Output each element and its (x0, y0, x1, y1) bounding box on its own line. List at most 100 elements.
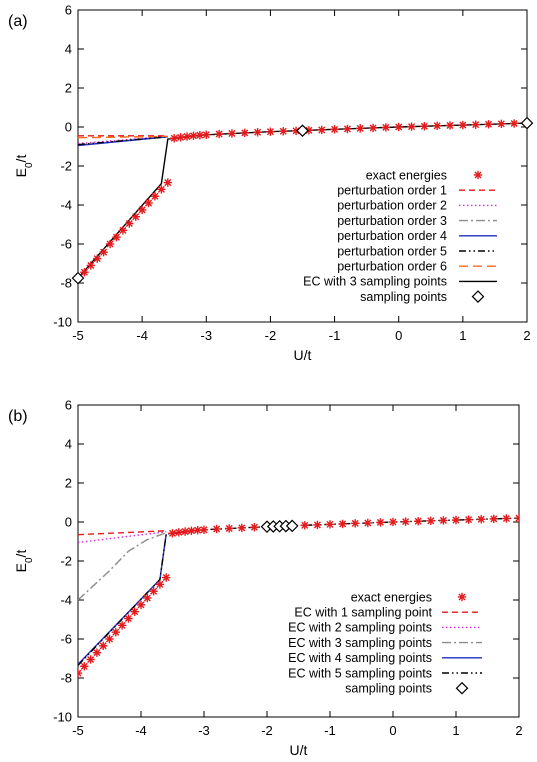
star-stroke (465, 516, 473, 524)
star-stroke (472, 121, 480, 129)
series-line-perturbation-order-2 (78, 135, 168, 145)
data-point-star (105, 634, 114, 644)
star-stroke (389, 518, 397, 526)
star-stroke (446, 121, 454, 129)
star-stroke (164, 179, 172, 187)
legend-label: sampling points (345, 682, 432, 696)
data-point-star (170, 134, 179, 143)
legend-label: perturbation order 2 (337, 199, 447, 213)
data-point-star (112, 232, 121, 242)
star-stroke (382, 123, 390, 131)
star-stroke (238, 524, 246, 532)
data-point-star (93, 254, 102, 263)
star-stroke (477, 515, 485, 523)
data-point-star (363, 518, 372, 528)
star-stroke (106, 240, 114, 248)
star-stroke (202, 131, 210, 139)
x-tick-label: -2 (265, 328, 277, 343)
y-tick-label: -6 (60, 237, 72, 252)
star-stroke (150, 587, 158, 595)
data-point-star (368, 123, 378, 133)
y-tick-label: 2 (65, 81, 72, 96)
x-axis-label: U/t (290, 742, 308, 758)
y-tick-label: -10 (53, 315, 72, 330)
star-stroke (313, 521, 321, 529)
data-point-star (477, 515, 486, 524)
star-stroke (125, 220, 133, 228)
series-line-ec-with-4-sampling-points (78, 533, 167, 665)
star-stroke (187, 527, 195, 535)
data-point-star (439, 516, 448, 525)
x-tick-label: 1 (459, 328, 466, 343)
data-point-star (118, 226, 128, 235)
data-point-star (180, 527, 190, 536)
data-point-star (502, 514, 511, 523)
panel-label: (b) (8, 408, 28, 425)
data-point-star (214, 129, 224, 139)
star-stroke (105, 635, 114, 643)
star-stroke (331, 125, 339, 133)
y-tick-label: 0 (65, 120, 72, 135)
data-point-star (300, 521, 309, 530)
data-point-star (407, 122, 416, 131)
star-stroke (183, 133, 191, 141)
data-point-star (99, 247, 108, 257)
y-tick-label: -10 (53, 710, 72, 725)
data-point-star (356, 124, 365, 133)
star-stroke (100, 248, 108, 256)
data-point-star (433, 121, 442, 131)
data-point-star (92, 648, 102, 657)
data-point-star (163, 178, 172, 187)
star-stroke (241, 129, 249, 137)
star-stroke (339, 520, 347, 528)
legend-label: EC with 5 sampling points (288, 666, 432, 680)
legend-label: perturbation order 4 (337, 229, 447, 243)
star-stroke (177, 133, 185, 141)
data-point-star (313, 520, 322, 530)
y-tick-label: 6 (65, 398, 72, 413)
legend-label: EC with 4 sampling points (288, 651, 432, 665)
data-point-star (464, 515, 473, 524)
data-point-star (143, 593, 152, 603)
y-tick-label: -2 (60, 554, 72, 569)
star-stroke (78, 672, 82, 677)
x-tick-label: -4 (135, 723, 147, 738)
y-tick-label: -4 (60, 593, 72, 608)
data-point-star (484, 120, 493, 129)
y-tick-label: -4 (60, 198, 72, 213)
star-stroke (145, 199, 153, 207)
star-stroke (279, 127, 287, 135)
star-stroke (143, 594, 151, 602)
data-point-star (325, 520, 335, 529)
legend-marker-star (457, 592, 467, 602)
star-stroke (408, 123, 416, 131)
star-stroke (414, 517, 422, 525)
star-stroke (151, 192, 159, 200)
star-stroke (395, 123, 403, 131)
data-point-star (253, 128, 262, 137)
legend-label: perturbation order 3 (337, 214, 447, 228)
legend-label: perturbation order 5 (337, 244, 447, 258)
data-point-star (144, 198, 153, 208)
data-point-star (227, 129, 237, 138)
data-point-star (489, 514, 498, 524)
x-tick-label: 1 (452, 723, 459, 738)
x-tick-label: 2 (523, 328, 530, 343)
star-stroke (124, 615, 132, 623)
series-exact-energies (80, 118, 527, 277)
data-point-star (124, 614, 133, 623)
data-point-star (471, 120, 480, 129)
star-stroke (87, 261, 95, 269)
star-stroke (118, 621, 126, 629)
star-stroke (356, 124, 364, 132)
data-point-star (130, 607, 139, 616)
data-point-star (266, 127, 275, 136)
data-point-star (80, 662, 89, 671)
star-stroke (157, 185, 165, 193)
data-point-star (497, 119, 506, 129)
data-point-star (111, 627, 120, 637)
sampling-point-diamond (520, 116, 534, 130)
data-point-star (212, 524, 221, 534)
sampling-point-diamond (71, 271, 85, 285)
